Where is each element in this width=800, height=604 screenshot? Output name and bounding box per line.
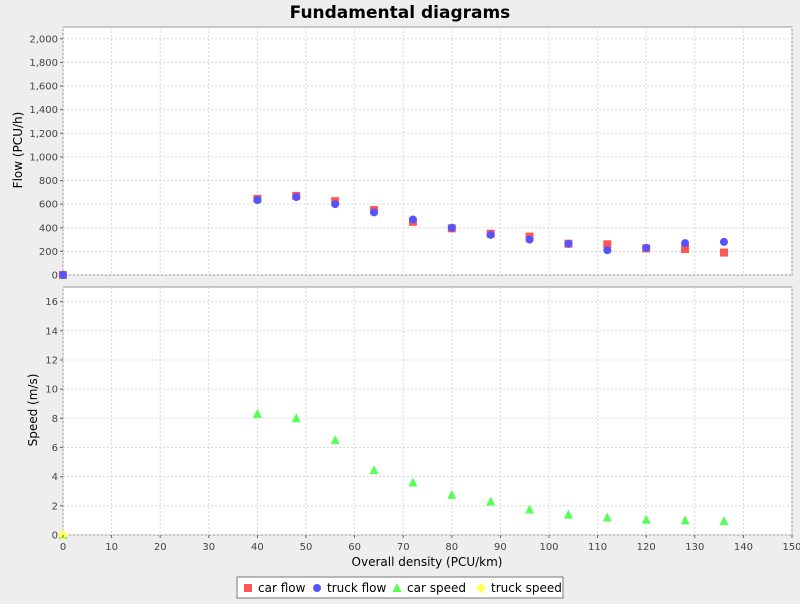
y-tick-label: 4 [52, 472, 58, 483]
data-point [681, 239, 690, 248]
y-tick-label: 400 [39, 223, 58, 234]
data-point [370, 208, 379, 217]
y-tick-label: 1,600 [29, 82, 58, 93]
y-tick-label: 14 [45, 326, 58, 337]
chart-title: Fundamental diagrams [290, 3, 511, 23]
y-tick-label: 2 [52, 501, 58, 512]
y-tick-label: 16 [45, 297, 58, 308]
data-point [602, 512, 612, 522]
x-axis-label: Overall density (PCU/km) [352, 555, 503, 569]
y-tick-label: 1,400 [29, 105, 58, 116]
data-point [291, 413, 301, 423]
y-tick-label: 6 [52, 443, 58, 454]
x-tick-label: 70 [397, 542, 410, 553]
y-tick-label: 2,000 [29, 34, 58, 45]
data-point [525, 235, 534, 244]
y-tick-label: 0 [52, 271, 58, 282]
x-tick-label: 80 [445, 542, 458, 553]
speed-y-axis-label: Speed (m/s) [26, 374, 40, 447]
x-tick-label: 120 [637, 542, 656, 553]
subplot-2: 0 2 4 6 8 10 12 14 16 [45, 286, 793, 542]
data-point [603, 240, 612, 249]
x-tick-label: 10 [105, 542, 118, 553]
data-point [563, 509, 573, 519]
y-tick-label: 800 [39, 176, 58, 187]
legend-item-car-speed: car speed [392, 581, 466, 595]
data-point [369, 465, 379, 475]
y-tick-label: 1,800 [29, 58, 58, 69]
x-tick-label: 30 [202, 542, 215, 553]
x-tick-label: 140 [734, 542, 753, 553]
x-tick-label: 40 [251, 542, 264, 553]
data-point [642, 243, 651, 252]
x-tick-label: 0 [60, 542, 66, 553]
x-tick-label: 150 [782, 542, 800, 553]
plot-area-2 [62, 286, 793, 536]
data-point [447, 489, 457, 499]
x-tick-label: 50 [300, 542, 313, 553]
data-point [253, 196, 262, 205]
legend-label: truck flow [327, 581, 387, 595]
legend: car flow truck flow car speed truck speed [236, 576, 564, 599]
y-tick-label: 10 [45, 385, 58, 396]
legend-box [236, 576, 564, 599]
x-tick-label: 90 [494, 542, 507, 553]
x-tick-label: 60 [348, 542, 361, 553]
legend-label: car flow [258, 581, 306, 595]
data-point [681, 245, 690, 254]
x-tick-label: 20 [154, 542, 167, 553]
x-tick-label: 100 [539, 542, 558, 553]
y-tick-label: 8 [52, 414, 58, 425]
legend-label: car speed [407, 581, 466, 595]
data-point [680, 515, 690, 525]
data-point [330, 435, 340, 445]
data-point [564, 239, 573, 248]
y-tick-label: 12 [45, 355, 58, 366]
plot-area-1 [62, 26, 793, 276]
legend-marker [313, 584, 321, 592]
y-tick-label: 1,000 [29, 152, 58, 163]
data-point [447, 223, 456, 232]
legend-item-truck-flow: truck flow [313, 581, 387, 595]
data-point [719, 516, 729, 526]
y-tick-label: 1,200 [29, 129, 58, 140]
data-point [486, 230, 495, 239]
legend-marker [244, 584, 252, 592]
data-point [525, 504, 535, 514]
x-tick-label: 110 [588, 542, 607, 553]
x-tick-label: 130 [685, 542, 704, 553]
y-tick-label: 0 [52, 531, 58, 542]
legend-item-car-flow: car flow [244, 581, 306, 595]
data-point [719, 248, 728, 257]
data-point [331, 200, 340, 209]
data-point [408, 477, 418, 487]
data-point [603, 246, 612, 255]
data-point [292, 193, 301, 202]
data-point [719, 237, 728, 246]
subplot-1: 0 200 400 600 800 1,000 1,200 1,400 1,600 1,800 2,… [29, 26, 793, 282]
legend-item-truck-speed: truck speed [476, 581, 562, 595]
legend-marker [392, 583, 402, 592]
data-point [252, 408, 262, 418]
y-tick-label: 600 [39, 200, 58, 211]
series-truck-flow [59, 193, 728, 279]
y-tick-label: 200 [39, 247, 58, 258]
data-point [486, 496, 496, 506]
flow-y-axis-label: Flow (PCU/h) [11, 112, 25, 189]
data-point [641, 514, 651, 524]
legend-marker [476, 583, 486, 593]
data-point [408, 215, 417, 224]
data-point [59, 271, 67, 279]
legend-label: truck speed [491, 581, 562, 595]
plots-group: 02004006008001,0001,2001,4001,6001,8002,… [29, 26, 800, 553]
